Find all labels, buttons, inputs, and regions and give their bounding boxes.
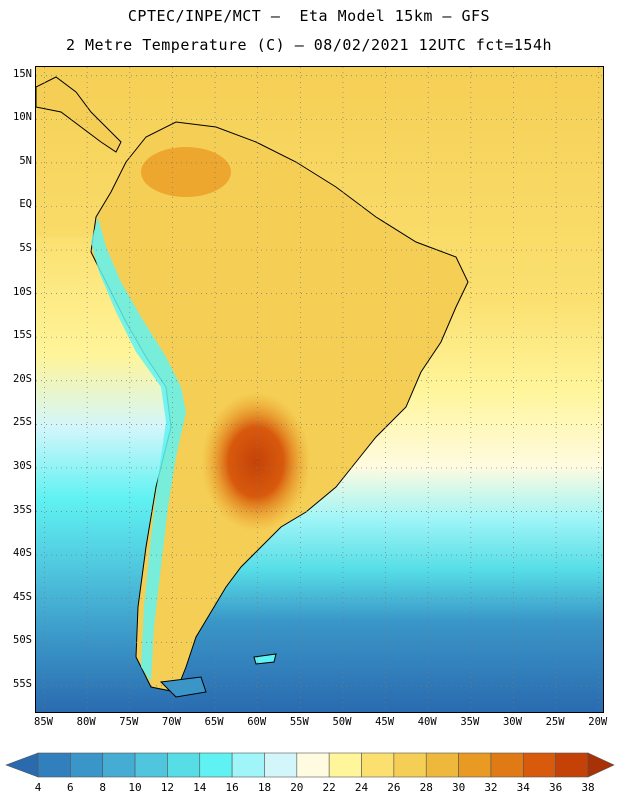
- latitude-label: 5S: [19, 242, 32, 255]
- latitude-label: 35S: [13, 503, 32, 516]
- longitude-label: 50W: [332, 716, 352, 728]
- colorbar-level-label: 10: [128, 781, 142, 794]
- andes-cool-strip: [91, 217, 186, 682]
- latitude-label: 40S: [13, 547, 32, 560]
- colorbar-swatch: [70, 752, 104, 778]
- central-america-land: [36, 76, 122, 153]
- longitude-label: 40W: [417, 716, 437, 728]
- colorbar-level-label: 32: [484, 781, 498, 794]
- latitude-label: EQ: [19, 198, 32, 211]
- longitude-label: 75W: [119, 716, 139, 728]
- colorbar-swatch: [296, 752, 330, 778]
- colorbar-swatch: [361, 752, 395, 778]
- colorbar-swatch: [37, 752, 71, 778]
- longitude-label: 65W: [204, 716, 224, 728]
- temperature-map: [35, 66, 604, 713]
- colorbar-level-label: 6: [67, 781, 74, 794]
- colorbar-swatch: [199, 752, 233, 778]
- falkland-islands: [253, 653, 277, 665]
- central-hot-region: [201, 392, 311, 532]
- colorbar-level-label: 12: [160, 781, 175, 794]
- colorbar-level-label: 26: [387, 781, 401, 794]
- latitude-label: 55S: [13, 677, 32, 690]
- northern-warm-region: [141, 147, 231, 197]
- colorbar-level-label: 18: [257, 781, 272, 794]
- colorbar-level-label: 36: [549, 781, 563, 794]
- longitude-label: 60W: [247, 716, 267, 728]
- latitude-label: 25S: [13, 416, 32, 429]
- latitude-label: 20S: [13, 372, 32, 385]
- colorbar-swatch: [393, 752, 427, 778]
- latitude-label: 30S: [13, 459, 32, 472]
- chart-title-line-2: 2 Metre Temperature (C) – 08/02/2021 12U…: [65, 36, 553, 54]
- longitude-label: 20W: [588, 716, 608, 728]
- colorbar-level-label: 24: [354, 781, 369, 794]
- colorbar-swatch: [458, 752, 492, 778]
- latitude-label: 45S: [13, 590, 32, 603]
- colorbar-swatch: [490, 752, 524, 778]
- colorbar-swatch: [328, 752, 362, 778]
- colorbar-swatch: [167, 752, 201, 778]
- colorbar-swatch: [425, 752, 459, 778]
- longitude-label: 80W: [76, 716, 96, 728]
- latitude-label: 50S: [13, 634, 32, 647]
- latitude-label: 10N: [13, 111, 32, 124]
- colorbar-min-arrow: [5, 752, 39, 778]
- longitude-label: 55W: [289, 716, 309, 728]
- chart-title-line-1: CPTEC/INPE/MCT – Eta Model 15km – GFS: [127, 7, 491, 25]
- colorbar-swatch: [102, 752, 136, 778]
- colorbar-level-label: 38: [581, 781, 595, 794]
- longitude-label: 30W: [502, 716, 522, 728]
- latitude-label: 5N: [19, 154, 32, 167]
- colorbar-level-label: 28: [419, 781, 433, 794]
- latitude-label: 10S: [13, 285, 32, 298]
- longitude-label: 85W: [34, 716, 53, 728]
- colorbar-level-label: 8: [99, 781, 107, 794]
- colorbar-level-label: 30: [451, 781, 466, 794]
- colorbar-swatch: [231, 752, 265, 778]
- longitude-label: 70W: [161, 716, 181, 728]
- latitude-label: 15N: [13, 67, 32, 80]
- colorbar-swatch: [555, 752, 589, 778]
- colorbar-swatch: [134, 752, 168, 778]
- longitude-label: 35W: [460, 716, 480, 728]
- colorbar-level-label: 22: [322, 781, 336, 794]
- colorbar-level-label: 20: [290, 781, 304, 794]
- colorbar-level-label: 16: [225, 781, 239, 794]
- latitude-label: 15S: [13, 329, 32, 342]
- colorbar-level-label: 34: [516, 781, 530, 794]
- colorbar-swatch: [522, 752, 556, 778]
- colorbar-level-label: 14: [193, 781, 207, 794]
- longitude-label: 25W: [545, 716, 565, 728]
- temperature-colorbar: [5, 752, 615, 778]
- colorbar-level-label: 4: [34, 781, 42, 794]
- colorbar-max-arrow: [587, 752, 615, 778]
- longitude-label: 45W: [375, 716, 395, 728]
- colorbar-swatch: [264, 752, 298, 778]
